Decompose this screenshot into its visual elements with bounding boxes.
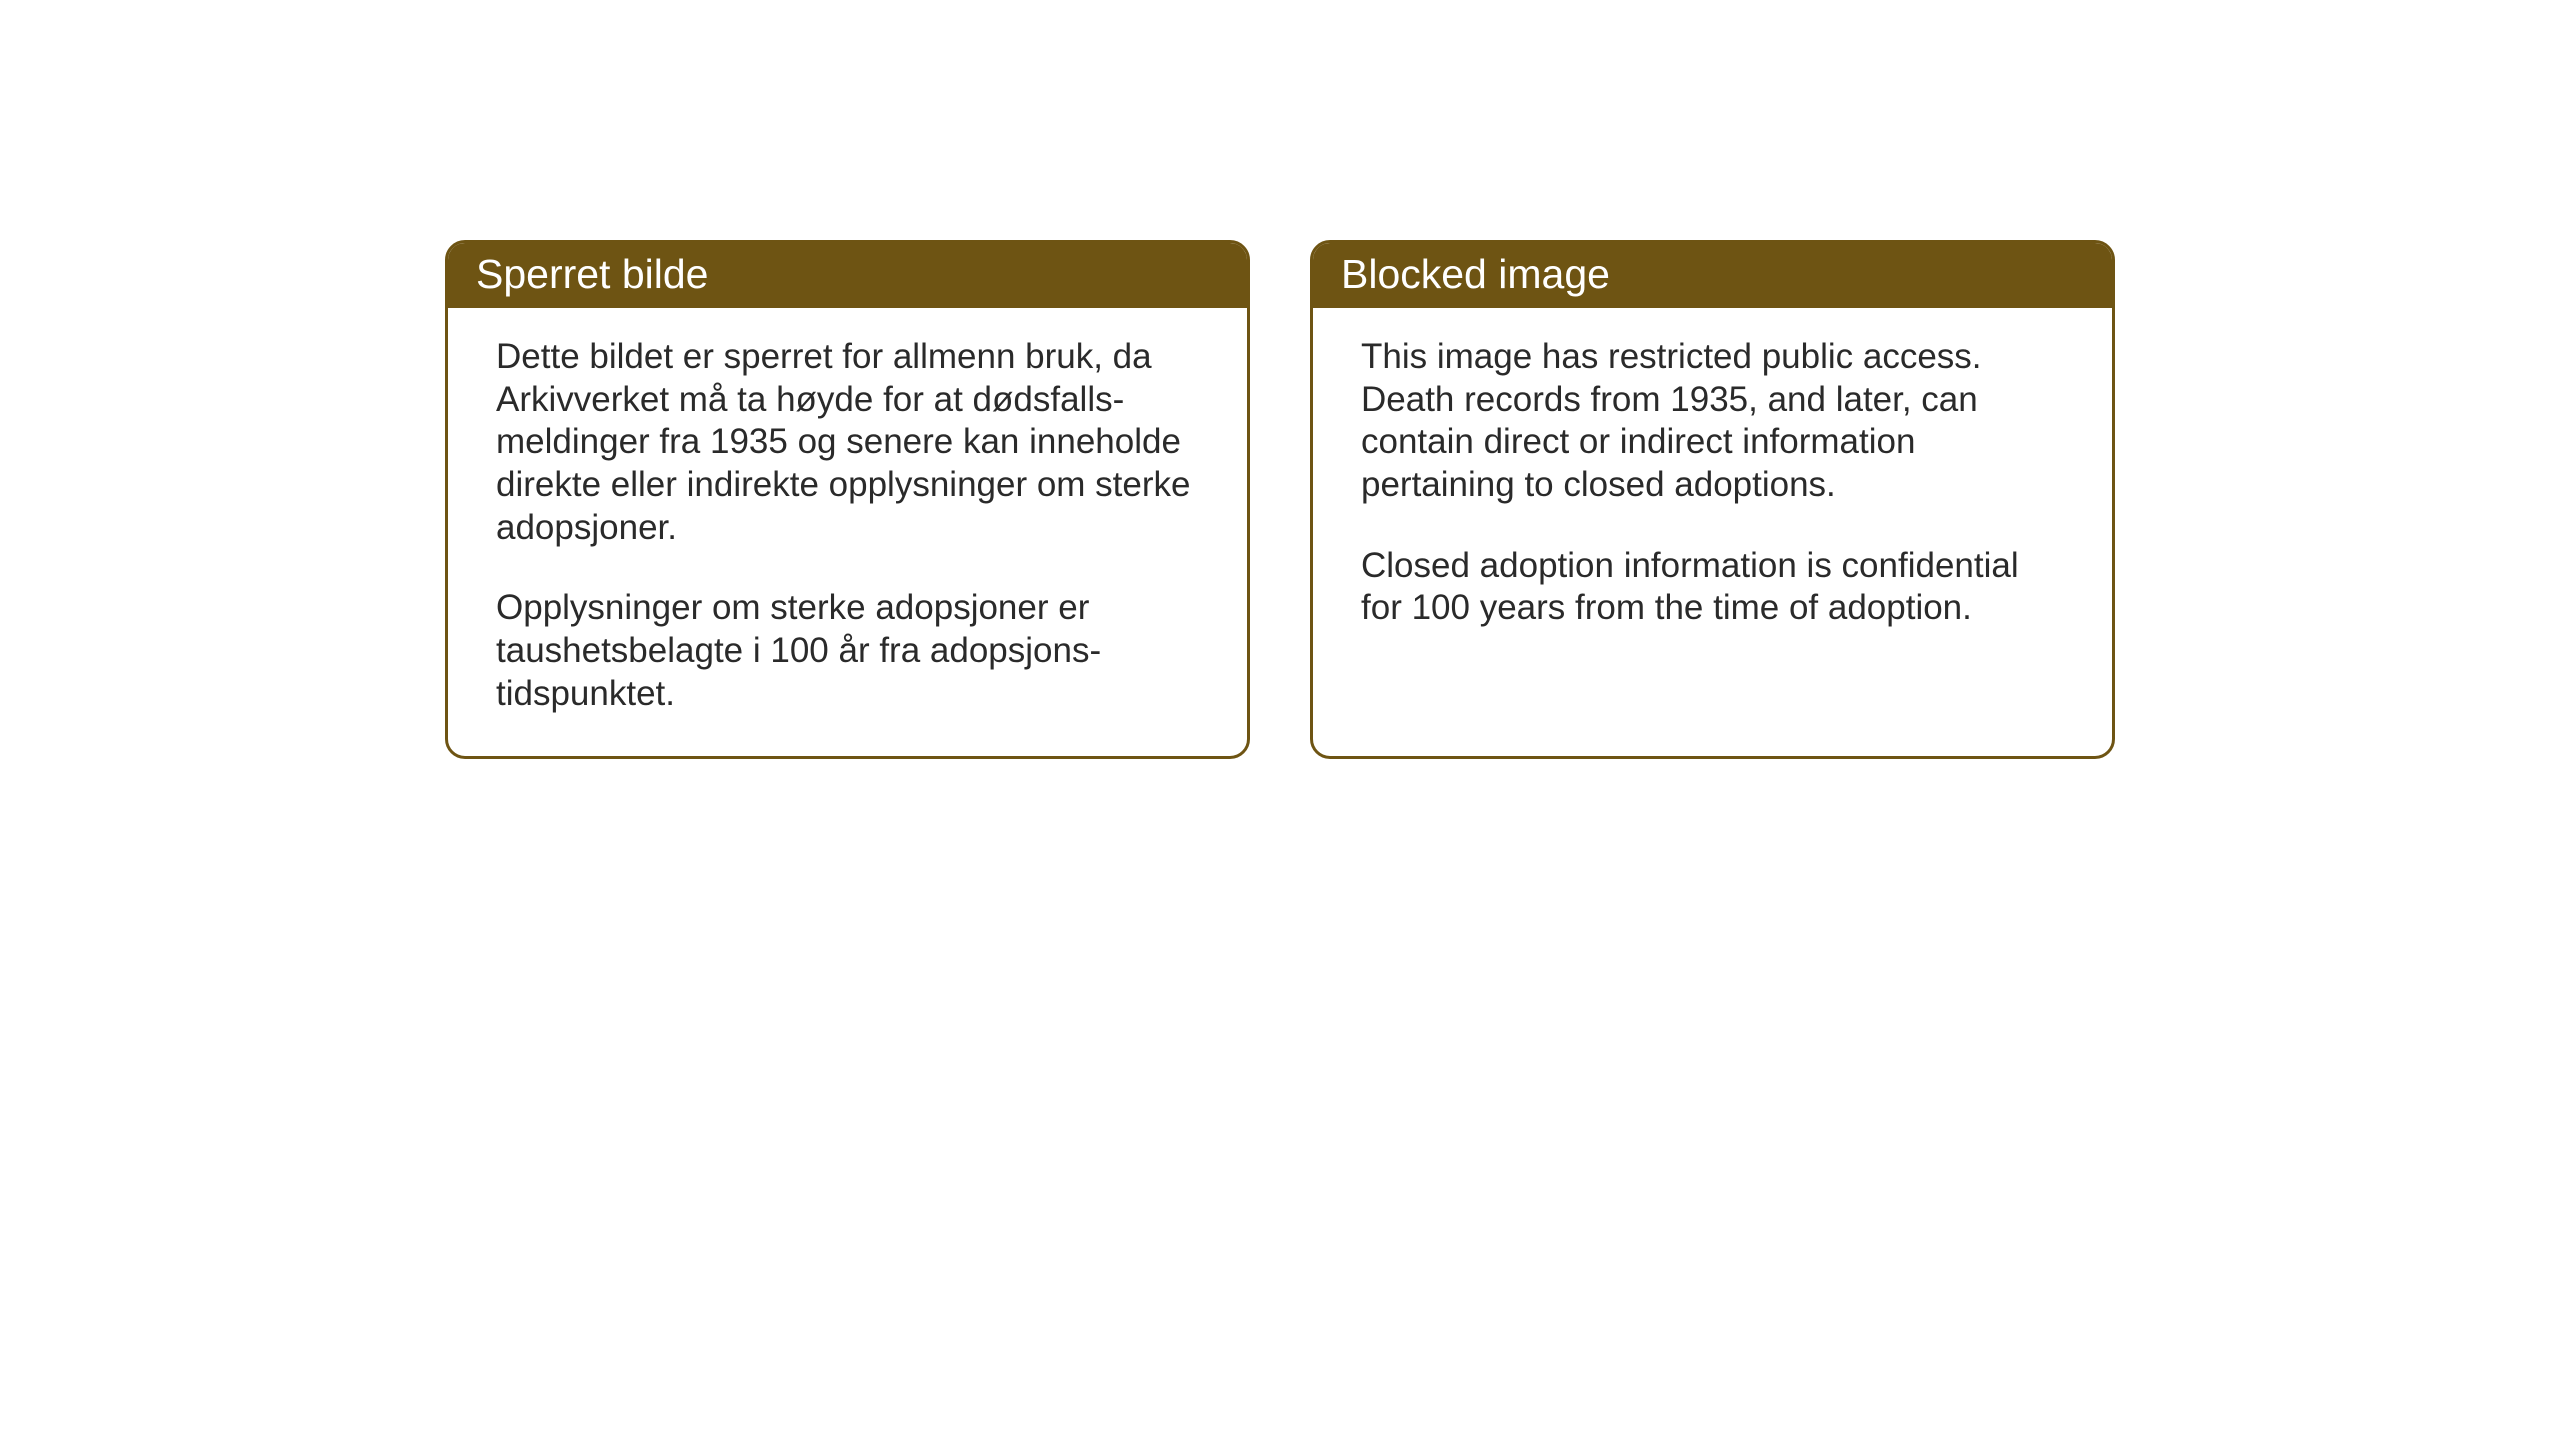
notice-header-norwegian: Sperret bilde: [448, 243, 1247, 308]
notices-container: Sperret bilde Dette bildet er sperret fo…: [445, 240, 2115, 759]
notice-card-english: Blocked image This image has restricted …: [1310, 240, 2115, 759]
notice-paragraph-norwegian-1: Dette bildet er sperret for allmenn bruk…: [496, 336, 1199, 549]
notice-paragraph-english-2: Closed adoption information is confident…: [1361, 545, 2064, 630]
notice-card-norwegian: Sperret bilde Dette bildet er sperret fo…: [445, 240, 1250, 759]
notice-title-norwegian: Sperret bilde: [476, 251, 708, 297]
notice-header-english: Blocked image: [1313, 243, 2112, 308]
notice-body-english: This image has restricted public access.…: [1313, 308, 2112, 738]
notice-paragraph-norwegian-2: Opplysninger om sterke adopsjoner er tau…: [496, 587, 1199, 715]
notice-title-english: Blocked image: [1341, 251, 1610, 297]
notice-paragraph-english-1: This image has restricted public access.…: [1361, 336, 2064, 507]
notice-body-norwegian: Dette bildet er sperret for allmenn bruk…: [448, 308, 1247, 756]
